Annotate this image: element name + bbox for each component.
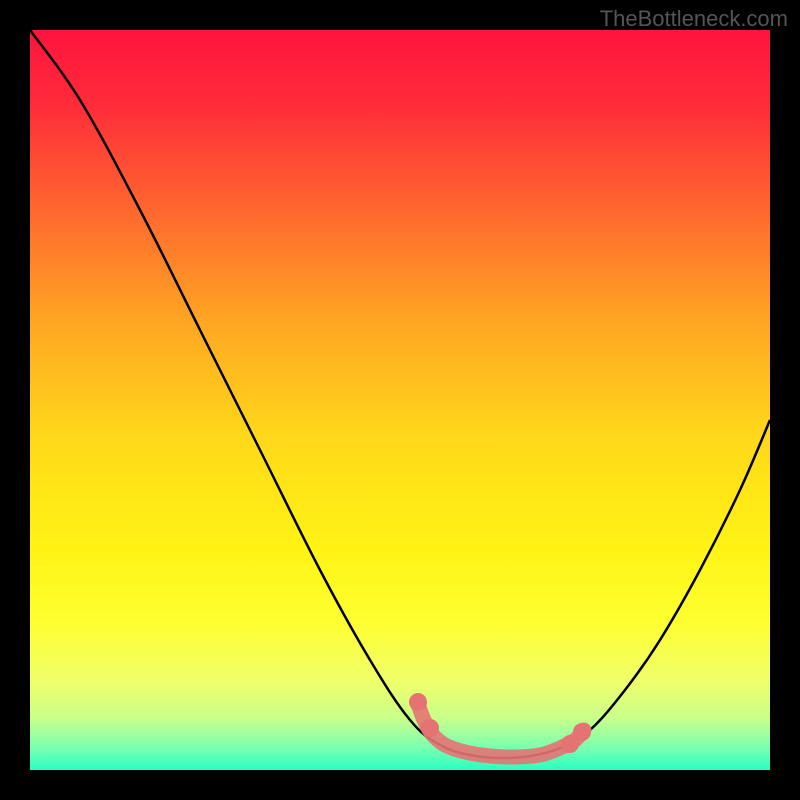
highlight-dot xyxy=(409,693,427,711)
bottleneck-curve xyxy=(30,30,770,758)
highlight-segment xyxy=(418,704,584,757)
curve-layer xyxy=(0,0,800,800)
highlight-dot xyxy=(421,719,439,737)
highlight-dot xyxy=(573,723,591,741)
chart-container: TheBottleneck.com xyxy=(0,0,800,800)
watermark-text: TheBottleneck.com xyxy=(600,6,788,32)
